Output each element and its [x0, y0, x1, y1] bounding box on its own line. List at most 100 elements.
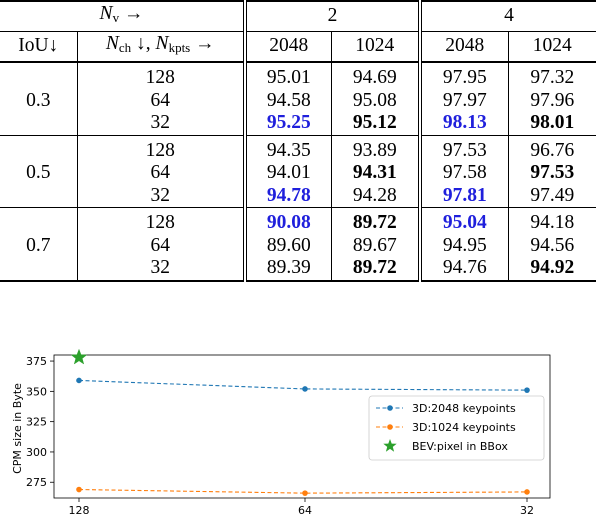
- cpm-size-chart: 275 300 325 350 375 128 64 32 CPM size in Byte 3…: [0, 348, 596, 517]
- results-table: Nv → 2 4 IoU↓ Nch ↓, Nkpts → 2048 1024 2…: [0, 0, 596, 282]
- nch-nkpts-header: Nch ↓, Nkpts →: [76, 31, 245, 63]
- score-cell: 97.96: [507, 89, 596, 112]
- nch-value: 128: [76, 67, 245, 90]
- y-tick-label: 275: [26, 476, 47, 489]
- series-point: [302, 386, 308, 392]
- table-row: 64 94.58 95.08 97.97 97.96: [0, 89, 596, 112]
- score-cell: 97.97: [418, 89, 508, 112]
- col-header: 2048: [243, 31, 331, 63]
- chart-axes: 275 300 325 350 375 128 64 32 CPM size in Byte: [11, 354, 551, 517]
- series-line: [78, 488, 528, 494]
- iou-value: 0.3: [26, 89, 51, 111]
- nch-value: 32: [76, 184, 245, 208]
- legend-label: 3D:1024 keypoints: [412, 421, 516, 434]
- score-cell: 96.76: [507, 139, 596, 162]
- y-tick-label: 350: [26, 385, 47, 398]
- score-cell: 97.95: [418, 67, 508, 90]
- score-cell: 94.01: [243, 162, 331, 185]
- score-cell: 94.69: [330, 67, 420, 90]
- table-row: 0.3 128 95.01 94.69 97.95 97.32: [0, 67, 596, 111]
- header-row-nv: Nv → 2 4: [0, 0, 596, 32]
- group-spacer: [0, 62, 596, 67]
- group-spacer: [0, 134, 596, 140]
- score-cell: 97.49: [507, 184, 596, 208]
- score-cell: 89.60: [243, 234, 331, 257]
- legend-label: 3D:2048 keypoints: [412, 402, 516, 415]
- table-body: 0.3 128 95.01 94.69 97.95 97.32 64 94.58 95.08 97…: [0, 62, 596, 282]
- score-cell: 94.78: [243, 184, 331, 208]
- table-row: 32 89.39 89.72 94.76 94.92: [0, 257, 596, 282]
- y-tick-label: 325: [26, 416, 47, 429]
- series-point: [76, 486, 82, 493]
- table-row: 32 94.78 94.28 97.81 97.49: [0, 184, 596, 208]
- col-header: 1024: [330, 31, 420, 63]
- nch-value: 128: [76, 212, 245, 235]
- y-tick-label: 300: [26, 446, 47, 459]
- chart-svg: 275 300 325 350 375 128 64 32 CPM size in Byte 3…: [11, 348, 551, 517]
- score-cell: 98.13: [418, 112, 508, 135]
- score-cell: 89.67: [330, 234, 420, 257]
- series-line: [78, 379, 528, 391]
- group-spacer: [0, 207, 596, 212]
- x-tick-label: 128: [69, 504, 90, 516]
- col-header: 1024: [507, 31, 596, 63]
- chart-legend: 3D:2048 keypoints 3D:1024 keypoints BEV:pi…: [368, 395, 545, 461]
- score-cell: 94.18: [507, 212, 596, 235]
- score-cell: 94.56: [507, 234, 596, 257]
- nv-header-cell: Nv →: [0, 0, 245, 32]
- score-cell: 94.28: [330, 184, 420, 208]
- nch-value: 128: [76, 139, 245, 162]
- series-point: [76, 377, 82, 384]
- star-marker: [70, 348, 88, 365]
- score-cell: 97.53: [507, 162, 596, 185]
- nv-group-a: 2: [243, 0, 420, 32]
- table-row: 64 94.01 94.31 97.58 97.53: [0, 162, 596, 185]
- y-axis-label: CPM size in Byte: [11, 383, 24, 474]
- nch-value: 64: [76, 234, 245, 257]
- table-row: 64 89.60 89.67 94.95 94.56: [0, 234, 596, 257]
- score-cell: 89.72: [330, 257, 420, 282]
- score-cell: 98.01: [507, 112, 596, 135]
- score-cell: 95.01: [243, 67, 331, 90]
- plot-frame: [53, 354, 551, 499]
- score-cell: 97.32: [507, 67, 596, 90]
- score-cell: 94.95: [418, 234, 508, 257]
- score-cell: 95.08: [330, 89, 420, 112]
- score-cell: 95.04: [418, 212, 508, 235]
- iou-value: 0.5: [26, 162, 51, 183]
- score-cell: 95.25: [243, 112, 331, 135]
- y-tick-label: 375: [26, 355, 47, 368]
- header-row-cols: IoU↓ Nch ↓, Nkpts → 2048 1024 2048 1024: [0, 31, 596, 63]
- score-cell: 90.08: [243, 212, 331, 235]
- score-cell: 94.35: [243, 139, 331, 162]
- nv-group-b: 4: [418, 0, 596, 32]
- table-row: 0.7 128 90.08 89.72 95.04 94.18: [0, 212, 596, 282]
- legend-label: BEV:pixel in BBox: [412, 440, 508, 453]
- x-tick-label: 64: [298, 504, 312, 516]
- score-cell: 97.58: [418, 162, 508, 185]
- legend-marker: [387, 424, 393, 430]
- legend-marker: [387, 405, 393, 411]
- chart-series: [70, 348, 530, 496]
- score-cell: 94.31: [330, 162, 420, 185]
- score-cell: 94.76: [418, 257, 508, 282]
- score-cell: 94.92: [507, 257, 596, 282]
- nch-value: 32: [76, 112, 245, 135]
- series-point: [302, 490, 308, 496]
- score-cell: 94.58: [243, 89, 331, 112]
- series-point: [524, 387, 530, 393]
- score-cell: 95.12: [330, 112, 420, 135]
- results-table-container: Nv → 2 4 IoU↓ Nch ↓, Nkpts → 2048 1024 2…: [0, 0, 596, 282]
- nch-value: 32: [76, 257, 245, 282]
- score-cell: 93.89: [330, 139, 420, 162]
- legend-box: [368, 395, 545, 461]
- iou-value: 0.7: [0, 212, 77, 282]
- score-cell: 89.72: [330, 212, 420, 235]
- score-cell: 97.81: [418, 184, 508, 208]
- x-tick-label: 32: [520, 504, 534, 516]
- table-row: 0.5 128 94.35 93.89 97.53 96.76: [0, 139, 596, 183]
- score-cell: 97.53: [418, 139, 508, 162]
- col-header: 2048: [418, 31, 508, 63]
- iou-header: IoU↓: [0, 31, 77, 63]
- legend-star-marker: [383, 439, 397, 452]
